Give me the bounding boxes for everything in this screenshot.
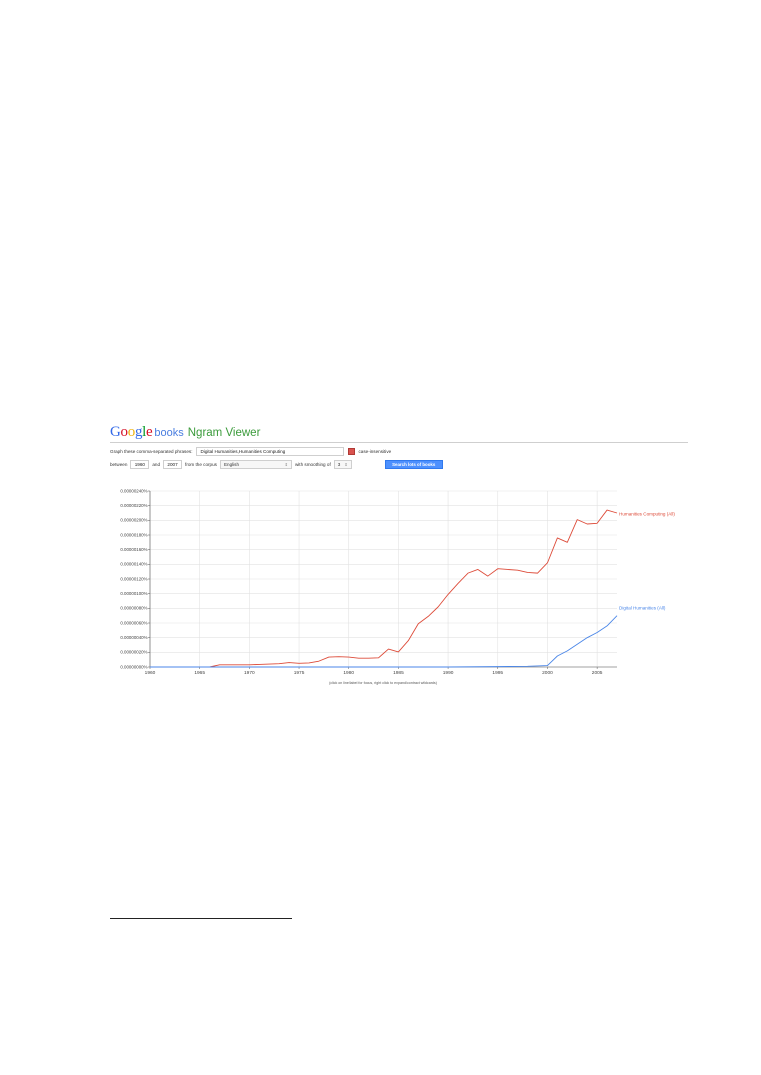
- y-tick-label: 0.00000220%: [120, 503, 147, 508]
- smoothing-label: with smoothing of: [294, 461, 331, 467]
- y-tick-label: 0.00000200%: [120, 518, 147, 523]
- y-tick-label: 0.00000240%: [120, 488, 147, 493]
- y-tick-label: 0.00000160%: [120, 547, 147, 552]
- y-tick-label: 0.00000040%: [120, 635, 147, 640]
- x-tick-label: 1965: [194, 670, 205, 676]
- google-logo[interactable]: Google: [110, 424, 153, 441]
- page-title: Ngram Viewer: [187, 427, 261, 439]
- books-logo-text: books: [154, 427, 184, 439]
- smoothing-select[interactable]: 3 ⇕: [333, 459, 352, 469]
- x-tick-label: 1980: [343, 670, 354, 676]
- y-tick-label: 0.00000180%: [120, 532, 147, 537]
- chart-grid: [149, 490, 617, 668]
- x-tick-label: 2000: [542, 670, 553, 676]
- corpus-value: English: [223, 461, 240, 467]
- chart-axes: 0.00000000% 0.00000020% 0.00000040% 0.00000…: [120, 488, 617, 676]
- y-tick-label: 0.00000080%: [120, 606, 147, 611]
- search-button[interactable]: Search lots of books: [384, 459, 443, 469]
- case-insensitive-checkbox[interactable]: [348, 447, 356, 455]
- phrase-row: Graph these comma-separated phrases: cas…: [110, 446, 391, 456]
- digital-humanities-series-label[interactable]: Digital Humanities (All): [619, 606, 666, 611]
- case-insensitive-label: case-insensitive: [358, 448, 392, 454]
- year-end-input[interactable]: [163, 459, 183, 469]
- logo-letter: o: [120, 424, 129, 440]
- y-tick-label: 0.00000120%: [120, 576, 147, 581]
- smoothing-value: 3: [337, 461, 341, 467]
- logo-letter: e: [146, 424, 153, 440]
- phrases-input[interactable]: [196, 446, 345, 456]
- y-tick-label: 0.00000100%: [120, 591, 147, 596]
- and-label: and: [152, 461, 161, 467]
- y-tick-label: 0.00000020%: [120, 650, 147, 655]
- chart-note: (click on line/label for focus, right cl…: [329, 681, 437, 685]
- digital-humanities-series-line[interactable]: [150, 615, 618, 668]
- select-arrows-icon: ⇕: [344, 461, 348, 467]
- x-tick-label: 1995: [492, 670, 503, 676]
- logo-letter: o: [127, 424, 136, 440]
- y-tick-label: 0.00000060%: [120, 620, 147, 625]
- humanities-computing-series-line[interactable]: [150, 509, 618, 668]
- y-tick-label: 0.00000000%: [120, 664, 147, 669]
- logo-letter: l: [142, 424, 147, 440]
- options-row: between and from the corpus English ⇕ wi…: [110, 459, 443, 469]
- footnote-divider: [110, 918, 292, 919]
- between-label: between: [110, 461, 128, 467]
- corpus-select[interactable]: English ⇕: [219, 459, 292, 469]
- select-arrows-icon: ⇕: [284, 461, 288, 467]
- x-tick-label: 1960: [145, 670, 156, 676]
- corpus-label: from the corpus: [185, 461, 217, 467]
- x-tick-label: 1975: [294, 670, 305, 676]
- humanities-computing-series-label[interactable]: Humanities Computing (All): [619, 512, 675, 517]
- x-tick-label: 1985: [393, 670, 404, 676]
- header-divider: [110, 442, 688, 443]
- chart-series[interactable]: Humanities Computing (All) Digital Humani…: [150, 509, 675, 668]
- y-tick-label: 0.00000140%: [120, 562, 147, 567]
- logo-letter: g: [134, 424, 143, 440]
- logo-letter: G: [110, 424, 121, 440]
- x-tick-label: 1990: [443, 670, 454, 676]
- app-header: Google books Ngram Viewer: [110, 424, 260, 442]
- year-start-input[interactable]: [130, 459, 150, 469]
- phrases-label: Graph these comma-separated phrases:: [110, 448, 193, 454]
- x-tick-label: 2005: [592, 670, 603, 676]
- x-tick-label: 1970: [244, 670, 255, 676]
